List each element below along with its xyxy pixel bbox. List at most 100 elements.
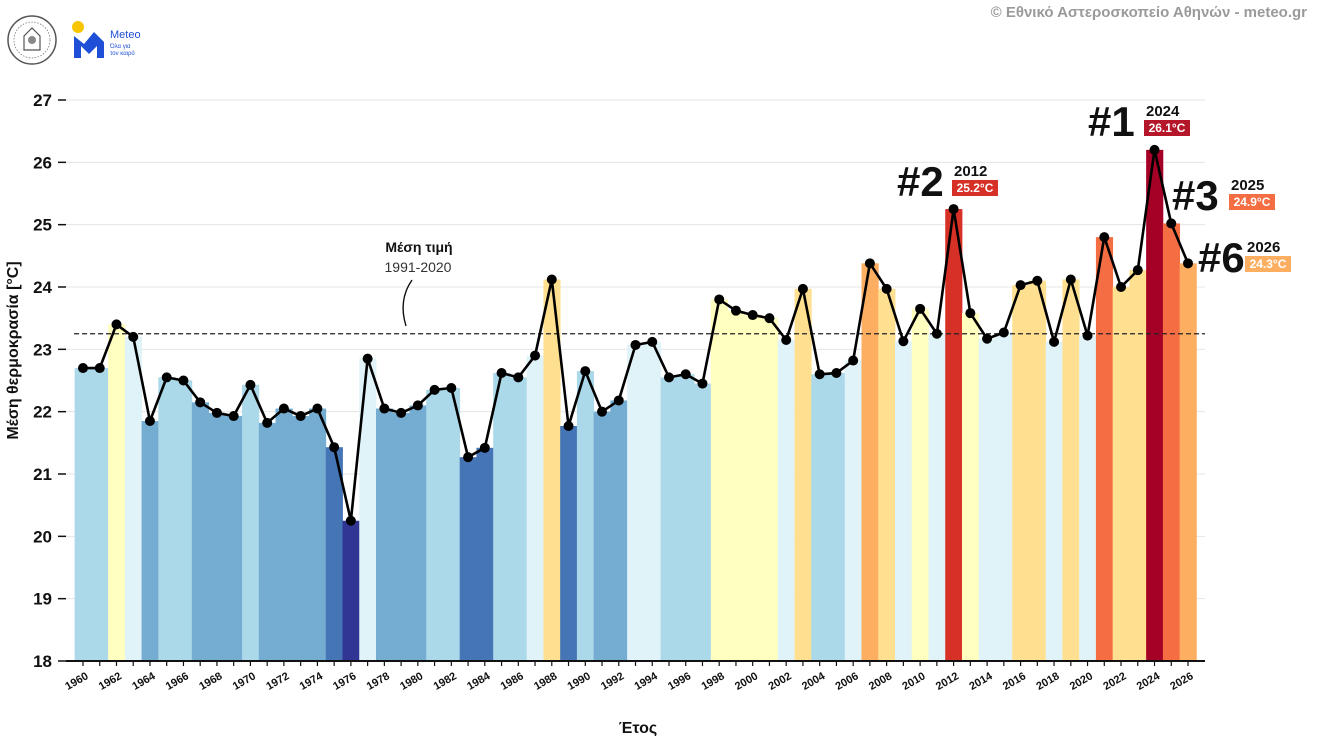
bar — [710, 299, 728, 661]
data-point — [663, 372, 674, 383]
temperature-line — [78, 144, 1193, 526]
x-tick-label: 1994 — [633, 670, 661, 693]
rank-label: #1 — [1088, 98, 1135, 145]
logos: Meteo Όλα για τον καιρό — [7, 15, 141, 65]
data-point — [78, 363, 88, 374]
bar — [677, 374, 695, 661]
bar — [242, 384, 260, 661]
bar — [777, 339, 795, 661]
bar — [543, 279, 561, 661]
bar — [895, 341, 913, 661]
rank-year: 2025 — [1231, 177, 1264, 194]
x-tick-label: 1984 — [465, 670, 493, 693]
y-axis-title: Μέση θερμοκρασία [°C] — [5, 261, 22, 439]
data-point — [1132, 265, 1143, 276]
x-tick-label: 2026 — [1168, 670, 1195, 693]
bar — [91, 368, 109, 661]
data-point — [530, 350, 541, 361]
x-tick-label: 1968 — [197, 670, 224, 693]
data-point — [312, 403, 323, 414]
bar — [74, 368, 92, 661]
bar — [141, 421, 159, 661]
data-point — [345, 515, 356, 526]
data-point — [1015, 280, 1026, 291]
bar — [225, 416, 243, 661]
bar — [945, 209, 963, 662]
bar — [811, 374, 829, 661]
data-point — [680, 369, 691, 380]
data-point — [211, 407, 222, 418]
data-point — [228, 411, 239, 422]
y-tick-label: 19 — [33, 590, 52, 609]
logo-tagline-2: τον καιρό — [110, 50, 135, 57]
data-point — [379, 403, 390, 414]
x-tick-label: 1960 — [63, 670, 90, 693]
bar — [375, 408, 394, 661]
bar — [175, 380, 193, 661]
rank-value: 25.2°C — [957, 181, 994, 195]
bar — [208, 412, 226, 661]
data-point — [630, 339, 641, 350]
x-tick-label: 1964 — [130, 670, 158, 693]
x-tick-label: 1988 — [532, 670, 559, 693]
x-tick-label: 1996 — [666, 670, 693, 693]
bar — [325, 447, 343, 661]
x-tick-label: 1962 — [97, 670, 124, 693]
data-point — [329, 442, 340, 453]
data-point — [128, 331, 139, 342]
data-point — [496, 368, 507, 379]
data-point — [797, 283, 808, 294]
bar — [1162, 223, 1181, 662]
rank-value-badge — [1144, 120, 1190, 136]
bar — [1112, 287, 1130, 661]
logo-tagline-1: Όλα για — [109, 44, 131, 50]
data-point — [94, 363, 105, 374]
data-point — [1149, 144, 1160, 155]
bar — [660, 377, 678, 661]
data-point — [965, 308, 976, 319]
bar — [694, 383, 712, 661]
data-point — [982, 333, 993, 344]
bar — [392, 412, 410, 661]
bar — [995, 332, 1013, 661]
copyright-text: © Εθνικό Αστεροσκοπείο Αθηνών - meteo.gr — [990, 4, 1307, 21]
y-tick-label: 26 — [33, 153, 52, 172]
data-point — [580, 366, 591, 377]
rank-value: 24.3°C — [1250, 257, 1287, 271]
bar — [1045, 341, 1063, 661]
bar — [292, 416, 310, 661]
data-point — [195, 397, 206, 408]
data-point — [412, 400, 423, 411]
data-point — [144, 416, 155, 427]
bar — [426, 389, 444, 661]
x-tick-label: 2002 — [766, 670, 793, 693]
data-point — [111, 319, 122, 330]
x-tick-label: 2022 — [1101, 670, 1128, 693]
x-tick-label: 2000 — [733, 670, 760, 693]
bar — [978, 338, 996, 661]
data-point — [278, 403, 289, 414]
meteo-logo: Meteo Όλα για τον καιρό — [72, 21, 141, 58]
rank-value-badge — [1245, 256, 1291, 272]
data-point — [262, 417, 273, 428]
bar — [928, 333, 946, 661]
bar — [409, 405, 427, 661]
rank-year: 2012 — [954, 163, 987, 180]
data-point — [362, 353, 373, 364]
y-tick-label: 23 — [33, 340, 52, 359]
bar — [861, 263, 879, 661]
bar — [961, 313, 980, 661]
bar — [124, 336, 142, 661]
bar — [761, 318, 779, 661]
data-point — [898, 336, 909, 347]
data-point — [647, 336, 658, 347]
data-point — [697, 378, 708, 389]
bar — [1095, 237, 1114, 661]
x-tick-label: 2010 — [900, 670, 927, 693]
baseline-period: 1991-2020 — [385, 259, 452, 275]
x-tick-label: 2012 — [934, 670, 961, 693]
x-tick-label: 1978 — [365, 670, 392, 693]
data-point — [848, 355, 859, 366]
bar — [342, 520, 360, 661]
